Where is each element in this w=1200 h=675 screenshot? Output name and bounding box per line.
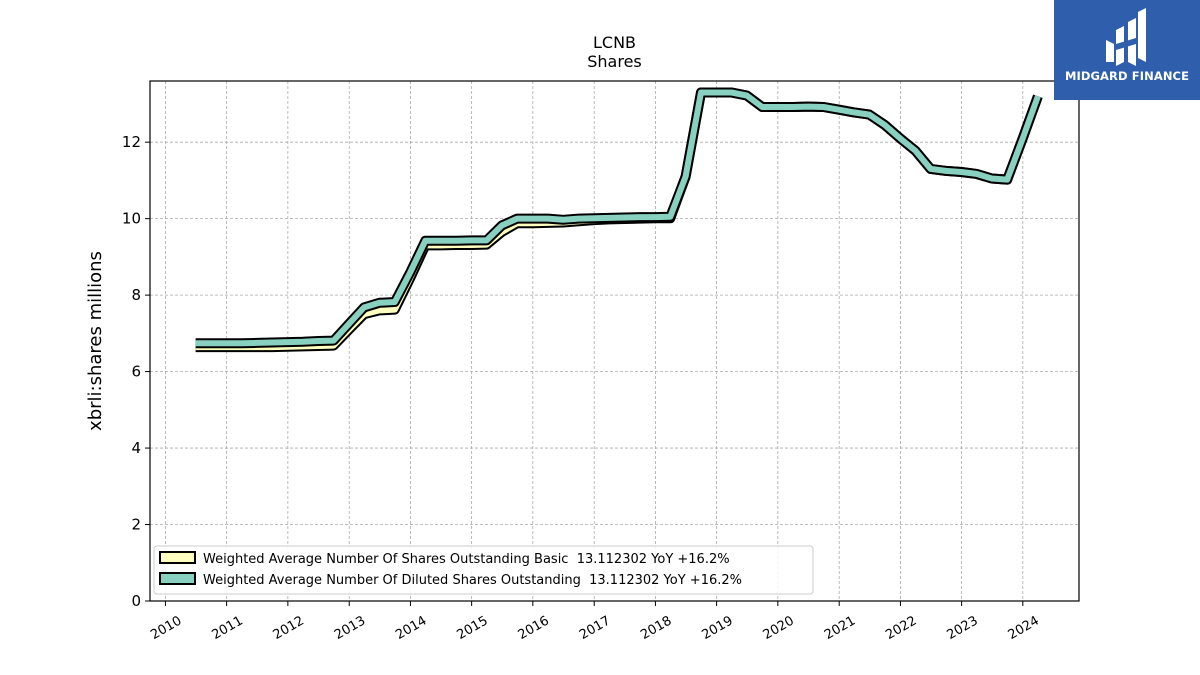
y-tick-label: 0 bbox=[131, 592, 141, 610]
x-tick-label: 2018 bbox=[638, 613, 674, 643]
y-tick-label: 4 bbox=[131, 439, 141, 457]
plot-frame bbox=[149, 80, 1080, 602]
legend: Weighted Average Number Of Shares Outsta… bbox=[153, 545, 814, 595]
x-tick-label: 2024 bbox=[1006, 613, 1042, 643]
x-tick-label: 2014 bbox=[393, 613, 429, 643]
x-tick-label: 2013 bbox=[332, 613, 368, 643]
legend-swatch-basic bbox=[159, 551, 196, 564]
chart-title: LCNB bbox=[593, 33, 636, 52]
series-lines bbox=[195, 87, 1043, 353]
x-tick-label: 2021 bbox=[822, 613, 858, 643]
legend-swatch-diluted bbox=[159, 572, 196, 585]
x-axis: 2010 2011 2012 2013 2014 2015 2016 2017 2018 2019… bbox=[148, 601, 1042, 643]
x-tick-label: 2022 bbox=[883, 613, 919, 643]
y-axis-label: xbrli:shares millions bbox=[85, 251, 106, 431]
legend-label-basic: Weighted Average Number Of Shares Outsta… bbox=[203, 552, 730, 567]
brand-logo: MIDGARD FINANCE bbox=[1054, 0, 1200, 100]
midgard-logo-icon bbox=[1106, 8, 1146, 66]
x-tick-label: 2017 bbox=[577, 613, 613, 643]
x-tick-label: 2019 bbox=[699, 613, 735, 643]
y-tick-label: 10 bbox=[122, 210, 141, 228]
x-tick-label: 2012 bbox=[271, 613, 307, 643]
x-tick-label: 2023 bbox=[944, 613, 980, 643]
y-tick-label: 12 bbox=[122, 133, 141, 151]
brand-name: MIDGARD FINANCE bbox=[1064, 69, 1190, 83]
x-tick-label: 2010 bbox=[148, 613, 184, 643]
x-tick-label: 2016 bbox=[516, 613, 552, 643]
x-tick-label: 2020 bbox=[761, 613, 797, 643]
y-tick-label: 6 bbox=[131, 363, 141, 381]
x-tick-label: 2011 bbox=[209, 613, 245, 643]
x-tick-label: 2015 bbox=[454, 613, 490, 643]
series-line-1 bbox=[195, 89, 1041, 347]
legend-label-diluted: Weighted Average Number Of Diluted Share… bbox=[203, 573, 742, 588]
y-axis: 0 2 4 6 8 10 12 bbox=[122, 133, 150, 610]
y-tick-label: 2 bbox=[131, 516, 141, 534]
legend-box bbox=[153, 545, 814, 595]
chart-subtitle: Shares bbox=[587, 52, 642, 71]
y-tick-label: 8 bbox=[131, 286, 141, 304]
